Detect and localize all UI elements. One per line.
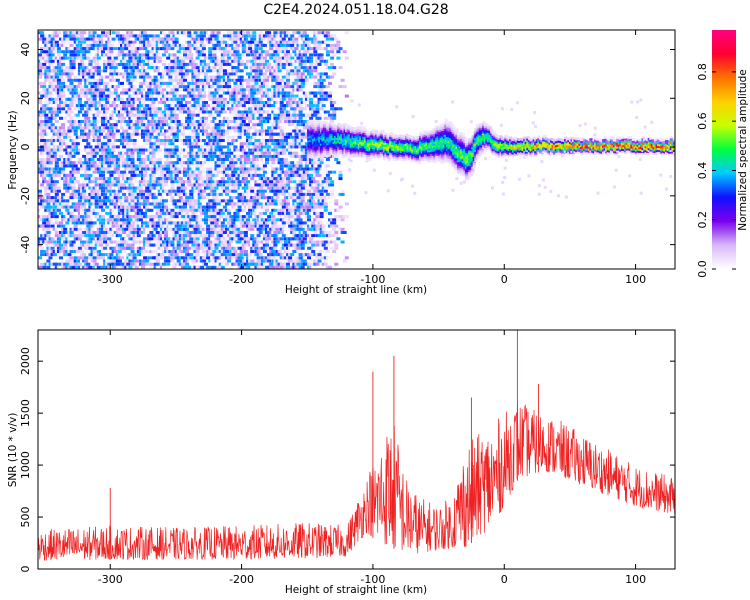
colorbar-tick-label: 0.4: [696, 162, 709, 180]
spectrogram-plot-area: [38, 31, 675, 269]
y-tick-label: -20: [19, 187, 32, 205]
y-tick-label: 1500: [19, 399, 32, 427]
spectrogram-y-axis-label: Frequency (Hz): [7, 110, 19, 189]
x-tick-label: -100: [360, 273, 385, 286]
x-tick-label: -100: [360, 573, 385, 586]
spectrogram-frame: [37, 29, 676, 270]
figure-title: C2E4.2024.051.18.04.G28: [263, 2, 448, 18]
y-tick-label: 20: [19, 91, 32, 105]
x-tick-label: 100: [625, 573, 646, 586]
colorbar-tick-label: 0.2: [696, 211, 709, 229]
snr-trace: [38, 330, 675, 562]
colorbar-ticks: 0.0 0.2 0.4 0.6 0.8: [696, 63, 736, 278]
y-tick-label: 2000: [19, 347, 32, 375]
spectrogram-x-axis-label: Height of straight line (km): [285, 284, 427, 296]
y-tick-label: 40: [19, 43, 32, 57]
x-tick-label: 100: [625, 273, 646, 286]
x-tick-label: -200: [229, 273, 254, 286]
colorbar-tick-label: 0.8: [696, 63, 709, 81]
x-tick-label: -300: [98, 573, 123, 586]
snr-y-ticks: 0 500 1000 1500 2000: [19, 347, 675, 573]
colorbar-tick-label: 0.6: [696, 112, 709, 130]
colorbar-label: Normalized spectral amplitude: [737, 69, 749, 230]
snr-x-ticks: -300 -200 -100 0 100: [98, 330, 646, 586]
y-tick-label: 0: [19, 144, 32, 151]
y-tick-label: 1000: [19, 451, 32, 479]
x-tick-label: 0: [501, 573, 508, 586]
snr-panel: -300 -200 -100 0 100 0 500 1000 1500 2000 Height…: [7, 329, 676, 596]
x-tick-label: -200: [229, 573, 254, 586]
snr-series-line: [38, 404, 675, 562]
spectrogram-y-ticks: -40 -20 0 20 40: [19, 43, 675, 254]
x-tick-label: -300: [98, 273, 123, 286]
y-tick-label: 500: [19, 507, 32, 528]
snr-x-axis-label: Height of straight line (km): [285, 584, 427, 596]
spectrogram-cells: [38, 31, 675, 269]
snr-y-axis-label: SNR (10 * v/v): [7, 413, 19, 488]
snr-frame: [37, 329, 676, 570]
y-tick-label: 0: [19, 566, 32, 573]
snr-plot-area: [38, 330, 675, 562]
x-tick-label: 0: [501, 273, 508, 286]
colorbar: 0.0 0.2 0.4 0.6 0.8 Normalized spectral ampl…: [696, 30, 749, 278]
y-tick-label: -40: [19, 236, 32, 254]
colorbar-gradient: [712, 30, 736, 269]
spectrogram-x-ticks: -300 -200 -100 0 100: [98, 30, 646, 286]
colorbar-tick-label: 0.0: [696, 260, 709, 278]
